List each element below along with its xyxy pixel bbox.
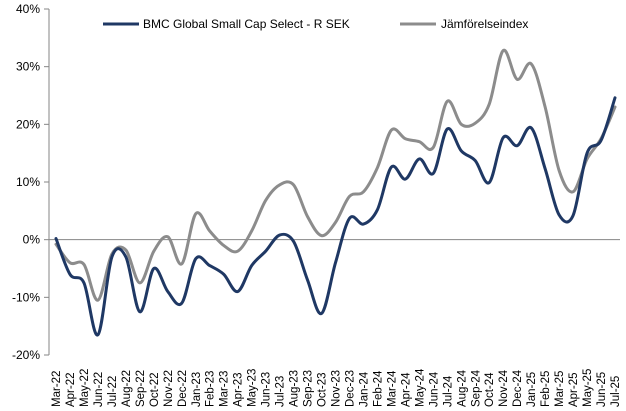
x-tick-label: Nov-22 xyxy=(163,370,175,407)
x-tick-label: Dec-24 xyxy=(512,369,524,407)
x-tick-label: Sep-24 xyxy=(470,369,482,407)
y-tick-label: 20% xyxy=(16,117,40,131)
x-tick-label: May-24 xyxy=(414,368,426,407)
x-tick-label: Aug-24 xyxy=(456,369,468,407)
x-tick-label: Dec-22 xyxy=(177,370,189,407)
x-tick-label: Sep-22 xyxy=(135,370,147,407)
y-tick-label: 30% xyxy=(16,60,40,74)
x-tick-label: Feb-23 xyxy=(205,371,217,407)
y-tick-label: 0% xyxy=(23,233,41,247)
x-tick-label: Mar-23 xyxy=(219,371,231,407)
x-tick-label: May-22 xyxy=(79,369,91,407)
x-tick-label: Mar-24 xyxy=(386,370,398,407)
x-tick-label: Apr-22 xyxy=(65,372,77,407)
x-tick-label: Jun-23 xyxy=(261,372,273,407)
x-tick-label: Feb-25 xyxy=(540,371,552,407)
x-tick-label: May-23 xyxy=(247,369,259,407)
series-line-jamforelseindex xyxy=(54,48,617,302)
legend-label-bmc: BMC Global Small Cap Select - R SEK xyxy=(143,17,350,31)
x-tick-label: Sep-23 xyxy=(303,370,315,407)
y-tick-label: -20% xyxy=(12,348,40,362)
x-tick-label: Jun-24 xyxy=(428,371,440,407)
x-tick-label: Apr-24 xyxy=(400,372,412,407)
legend-item-bmc[interactable]: BMC Global Small Cap Select - R SEK xyxy=(103,17,350,31)
x-tick-label: Jan-25 xyxy=(526,372,538,407)
legend-item-jamforelseindex[interactable]: Jämförelseindex xyxy=(400,17,528,31)
x-tick-label: Jan-24 xyxy=(358,371,370,407)
x-tick-label: Nov-24 xyxy=(498,369,510,407)
x-tick-label: Feb-24 xyxy=(372,370,384,407)
x-tick-label: Apr-23 xyxy=(233,372,245,407)
y-tick-label: 10% xyxy=(16,175,40,189)
y-tick-label: -10% xyxy=(12,290,40,304)
x-tick-label: Jul-24 xyxy=(442,375,454,407)
y-axis: 40% 30% 20% 10% 0% -10% -20% xyxy=(12,2,50,362)
legend: BMC Global Small Cap Select - R SEK Jämf… xyxy=(103,17,528,31)
x-tick-label: Apr-25 xyxy=(568,372,580,407)
x-tick-label: Jun-22 xyxy=(93,372,105,407)
x-tick-label: Mar-22 xyxy=(51,371,63,407)
series-lines xyxy=(54,48,617,337)
x-tick-label: Jan-23 xyxy=(191,372,203,407)
x-tick-label: Oct-23 xyxy=(317,372,329,407)
x-axis: Mar-22 Apr-22 May-22 Jun-22 Jul-22 Aug-22 Sep-… xyxy=(49,239,622,407)
x-tick-label: May-25 xyxy=(582,369,594,407)
x-tick-label: Jul-23 xyxy=(275,376,287,407)
x-tick-label: Oct-22 xyxy=(149,372,161,407)
x-tick-label: Aug-22 xyxy=(121,370,133,407)
x-tick-label: Oct-24 xyxy=(484,372,496,407)
x-tick-label: Dec-23 xyxy=(344,370,356,407)
x-tick-label: Jul-25 xyxy=(610,376,622,407)
x-tick-label: Jul-22 xyxy=(107,376,119,407)
y-tick-label: 40% xyxy=(16,2,40,16)
x-tick-label: Jun-25 xyxy=(596,372,608,407)
series-line-bmc xyxy=(54,96,617,337)
x-tick-label: Mar-25 xyxy=(554,371,566,407)
x-tick-label: Aug-23 xyxy=(289,370,301,407)
x-tick-label: Nov-23 xyxy=(331,370,343,407)
legend-label-jamforelseindex: Jämförelseindex xyxy=(441,17,528,31)
